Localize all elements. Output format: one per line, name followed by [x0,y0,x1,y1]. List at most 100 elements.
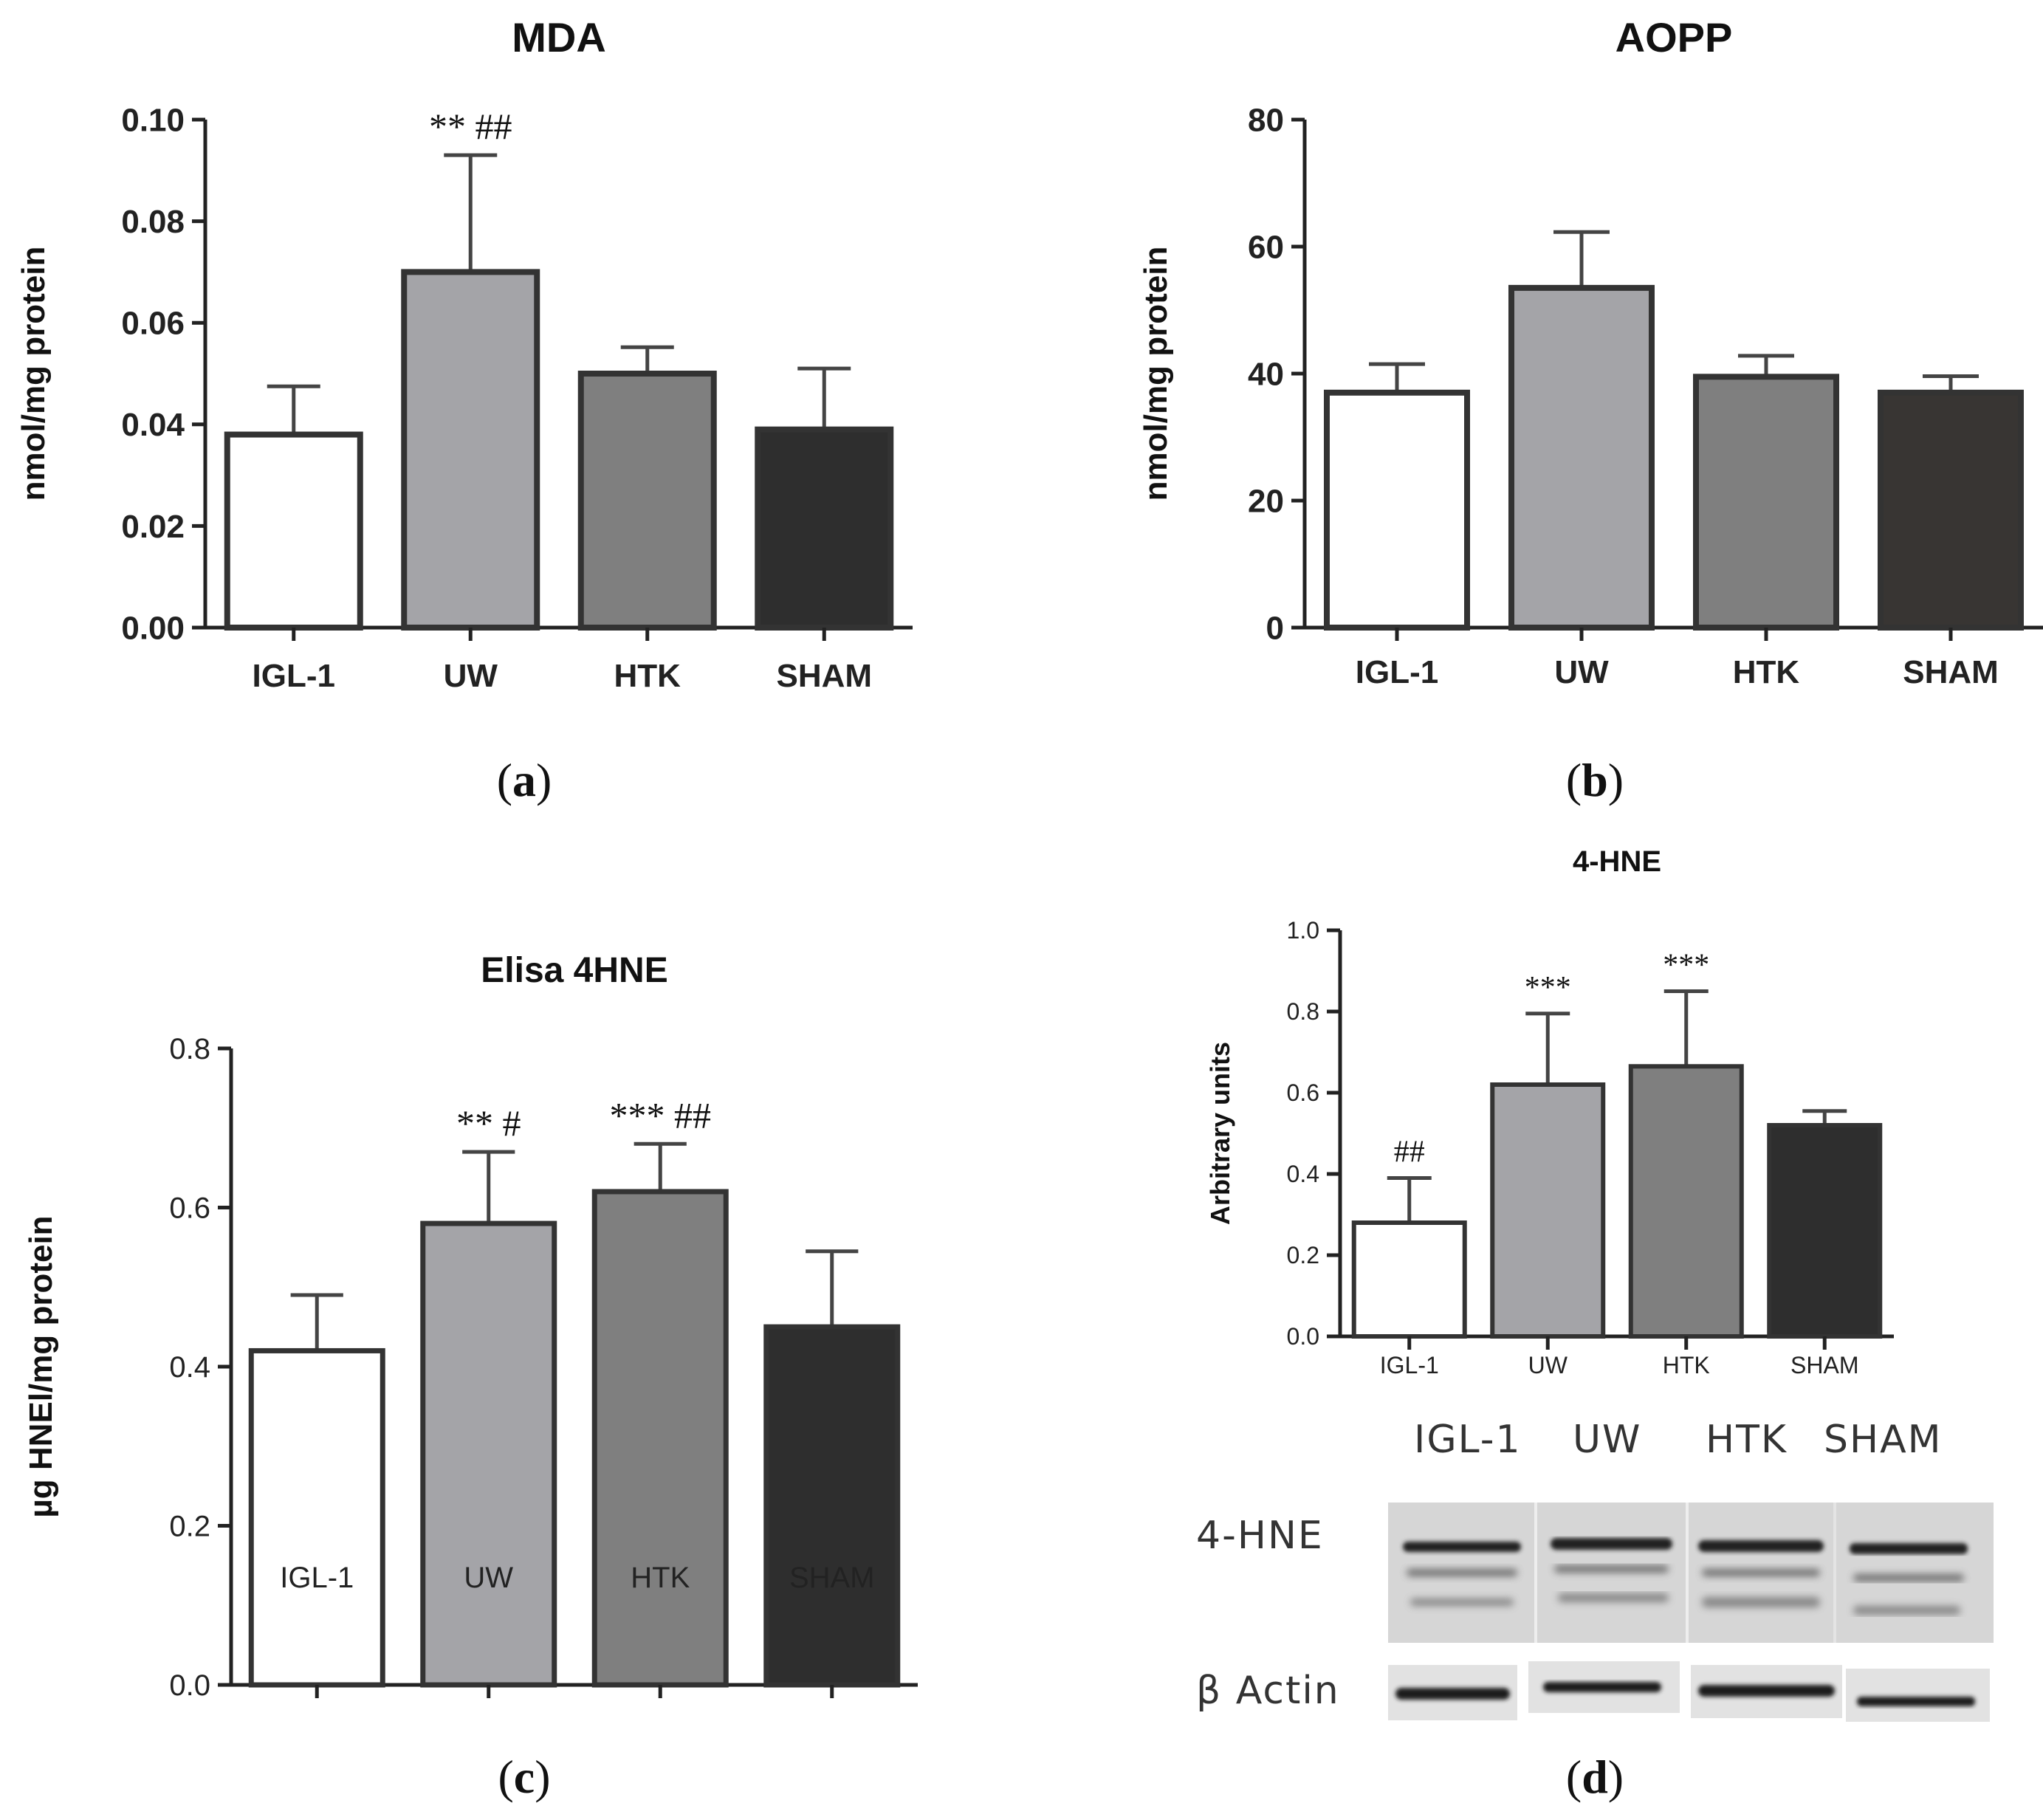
y-tick-label: 0.02 [121,509,185,545]
y-axis-label: nmol/mg protein [16,247,52,501]
blot-band [1407,1569,1517,1576]
blot-band [1857,1697,1975,1706]
y-axis-label: µg HNEl/mg protein [23,1215,59,1517]
y-tick-label: 60 [1248,229,1284,265]
x-tick-label: UW [464,1562,513,1594]
x-tick-label: SHAM [789,1562,875,1594]
blot-row-label: β Actin [1196,1669,1340,1713]
x-tick-label: SHAM [776,658,872,694]
x-tick-label: UW [1528,1352,1568,1378]
blot-band [1410,1598,1514,1606]
y-axis-label: nmol/mg protein [1138,247,1174,501]
x-tick-label: SHAM [1790,1352,1858,1378]
blot-lane-label: UW [1573,1418,1642,1462]
bar [1628,1064,1744,1339]
blot-band [1702,1569,1820,1576]
blot-band [1850,1543,1968,1554]
blot-band [1543,1682,1661,1692]
significance-annotation: ** ## [429,106,512,147]
blot-band [1698,1540,1824,1552]
y-tick-label: 0.10 [121,102,185,138]
x-tick-label: IGL-1 [1356,654,1438,690]
y-tick-label: 0.8 [1287,998,1319,1025]
blot-band [1702,1597,1820,1607]
x-tick-label: HTK [1733,654,1800,690]
panel-letter-c: c [513,1751,535,1803]
y-tick-label: 80 [1248,102,1284,138]
x-tick-label: HTK [614,658,681,694]
significance-annotation: ## [1394,1136,1425,1170]
4hne-chart: 4-HNE Arbitrary units 0.0 0.2 0.4 0.6 0.8 1.0 IG… [1205,845,1894,1378]
blot-band [1403,1542,1521,1552]
y-tick-label: 0.08 [121,204,185,240]
y-tick-label: 0.0 [169,1669,210,1702]
x-tick-label: UW [444,658,498,694]
y-tick-label: 0 [1266,610,1284,646]
blot-band [1853,1574,1964,1582]
bar [1878,389,2024,631]
bar [1351,1220,1467,1339]
y-tick-label: 0.4 [1287,1161,1319,1187]
significance-annotation: ** # [456,1102,521,1144]
bar [591,1189,729,1688]
panel-letter-d: d [1582,1751,1608,1803]
blot-band [1698,1685,1835,1697]
bar [755,426,894,631]
y-tick-label: 0.2 [1287,1242,1319,1268]
blot-lane-label: SHAM [1824,1418,1943,1462]
bar [401,269,540,631]
panel-letter-a: a [512,754,536,806]
blot-band [1558,1593,1669,1602]
bar [577,371,717,631]
y-tick-label: 0.2 [169,1511,210,1543]
western-blot: IGL-1 UW HTK SHAM 4-HNE β Actin [1181,1418,2016,1765]
blot-lane-label: IGL-1 [1414,1418,1522,1462]
panel-letter-b: b [1582,754,1608,806]
chart-title: MDA [512,14,606,61]
mda-chart: MDA nmol/mg protein 0.00 0.02 0.04 0.06 0.08 0.… [16,14,913,694]
y-axis-label: Arbitrary units [1205,1042,1235,1225]
y-tick-label: 0.04 [121,407,185,443]
blot-band [1853,1606,1960,1615]
significance-annotation: *** ## [610,1094,712,1136]
chart-title: AOPP [1615,14,1733,61]
x-tick-label: IGL-1 [1380,1352,1439,1378]
x-tick-label: IGL-1 [280,1562,354,1594]
y-tick-label: 0.8 [169,1033,210,1065]
blot-image [1388,1503,1994,1722]
y-tick-label: 0.6 [1287,1079,1319,1106]
x-tick-label: HTK [631,1562,690,1594]
bar [248,1347,385,1688]
blot-band [1395,1688,1510,1700]
blot-band [1554,1565,1669,1573]
blot-row-label: 4-HNE [1196,1514,1324,1558]
y-tick-label: 0.6 [169,1192,210,1225]
aopp-chart: AOPP nmol/mg protein 0 20 40 60 80 IGL-1 UW HTK SH… [1138,14,2043,690]
chart-title: 4-HNE [1573,845,1661,878]
bar [1508,284,1655,631]
bar [1693,374,1839,631]
y-tick-label: 1.0 [1287,917,1319,944]
blot-band [1551,1538,1672,1550]
panel-label-c: (c) [498,1751,551,1803]
bar [224,431,363,631]
y-tick-label: 20 [1248,483,1284,519]
bar [1767,1123,1883,1339]
y-tick-label: 0.06 [121,306,185,342]
y-tick-label: 0.4 [169,1351,210,1384]
bar [1490,1082,1606,1339]
significance-annotation: *** [1663,949,1709,983]
bar [420,1220,557,1688]
panel-label-b: (b) [1565,754,1624,806]
panel-label-a: (a) [496,754,552,806]
y-tick-label: 0.0 [1287,1323,1319,1350]
significance-annotation: *** [1525,971,1571,1005]
x-tick-label: HTK [1663,1352,1710,1378]
x-tick-label: SHAM [1903,654,1999,690]
elisa-4hne-chart: Elisa 4HNE µg HNEl/mg protein 0.0 0.2 0.4 0.6… [23,951,918,1702]
y-tick-label: 0.00 [121,610,185,646]
blot-lane-label: HTK [1706,1418,1788,1462]
x-tick-label: IGL-1 [253,658,335,694]
y-tick-label: 40 [1248,356,1284,392]
x-tick-label: UW [1554,654,1609,690]
